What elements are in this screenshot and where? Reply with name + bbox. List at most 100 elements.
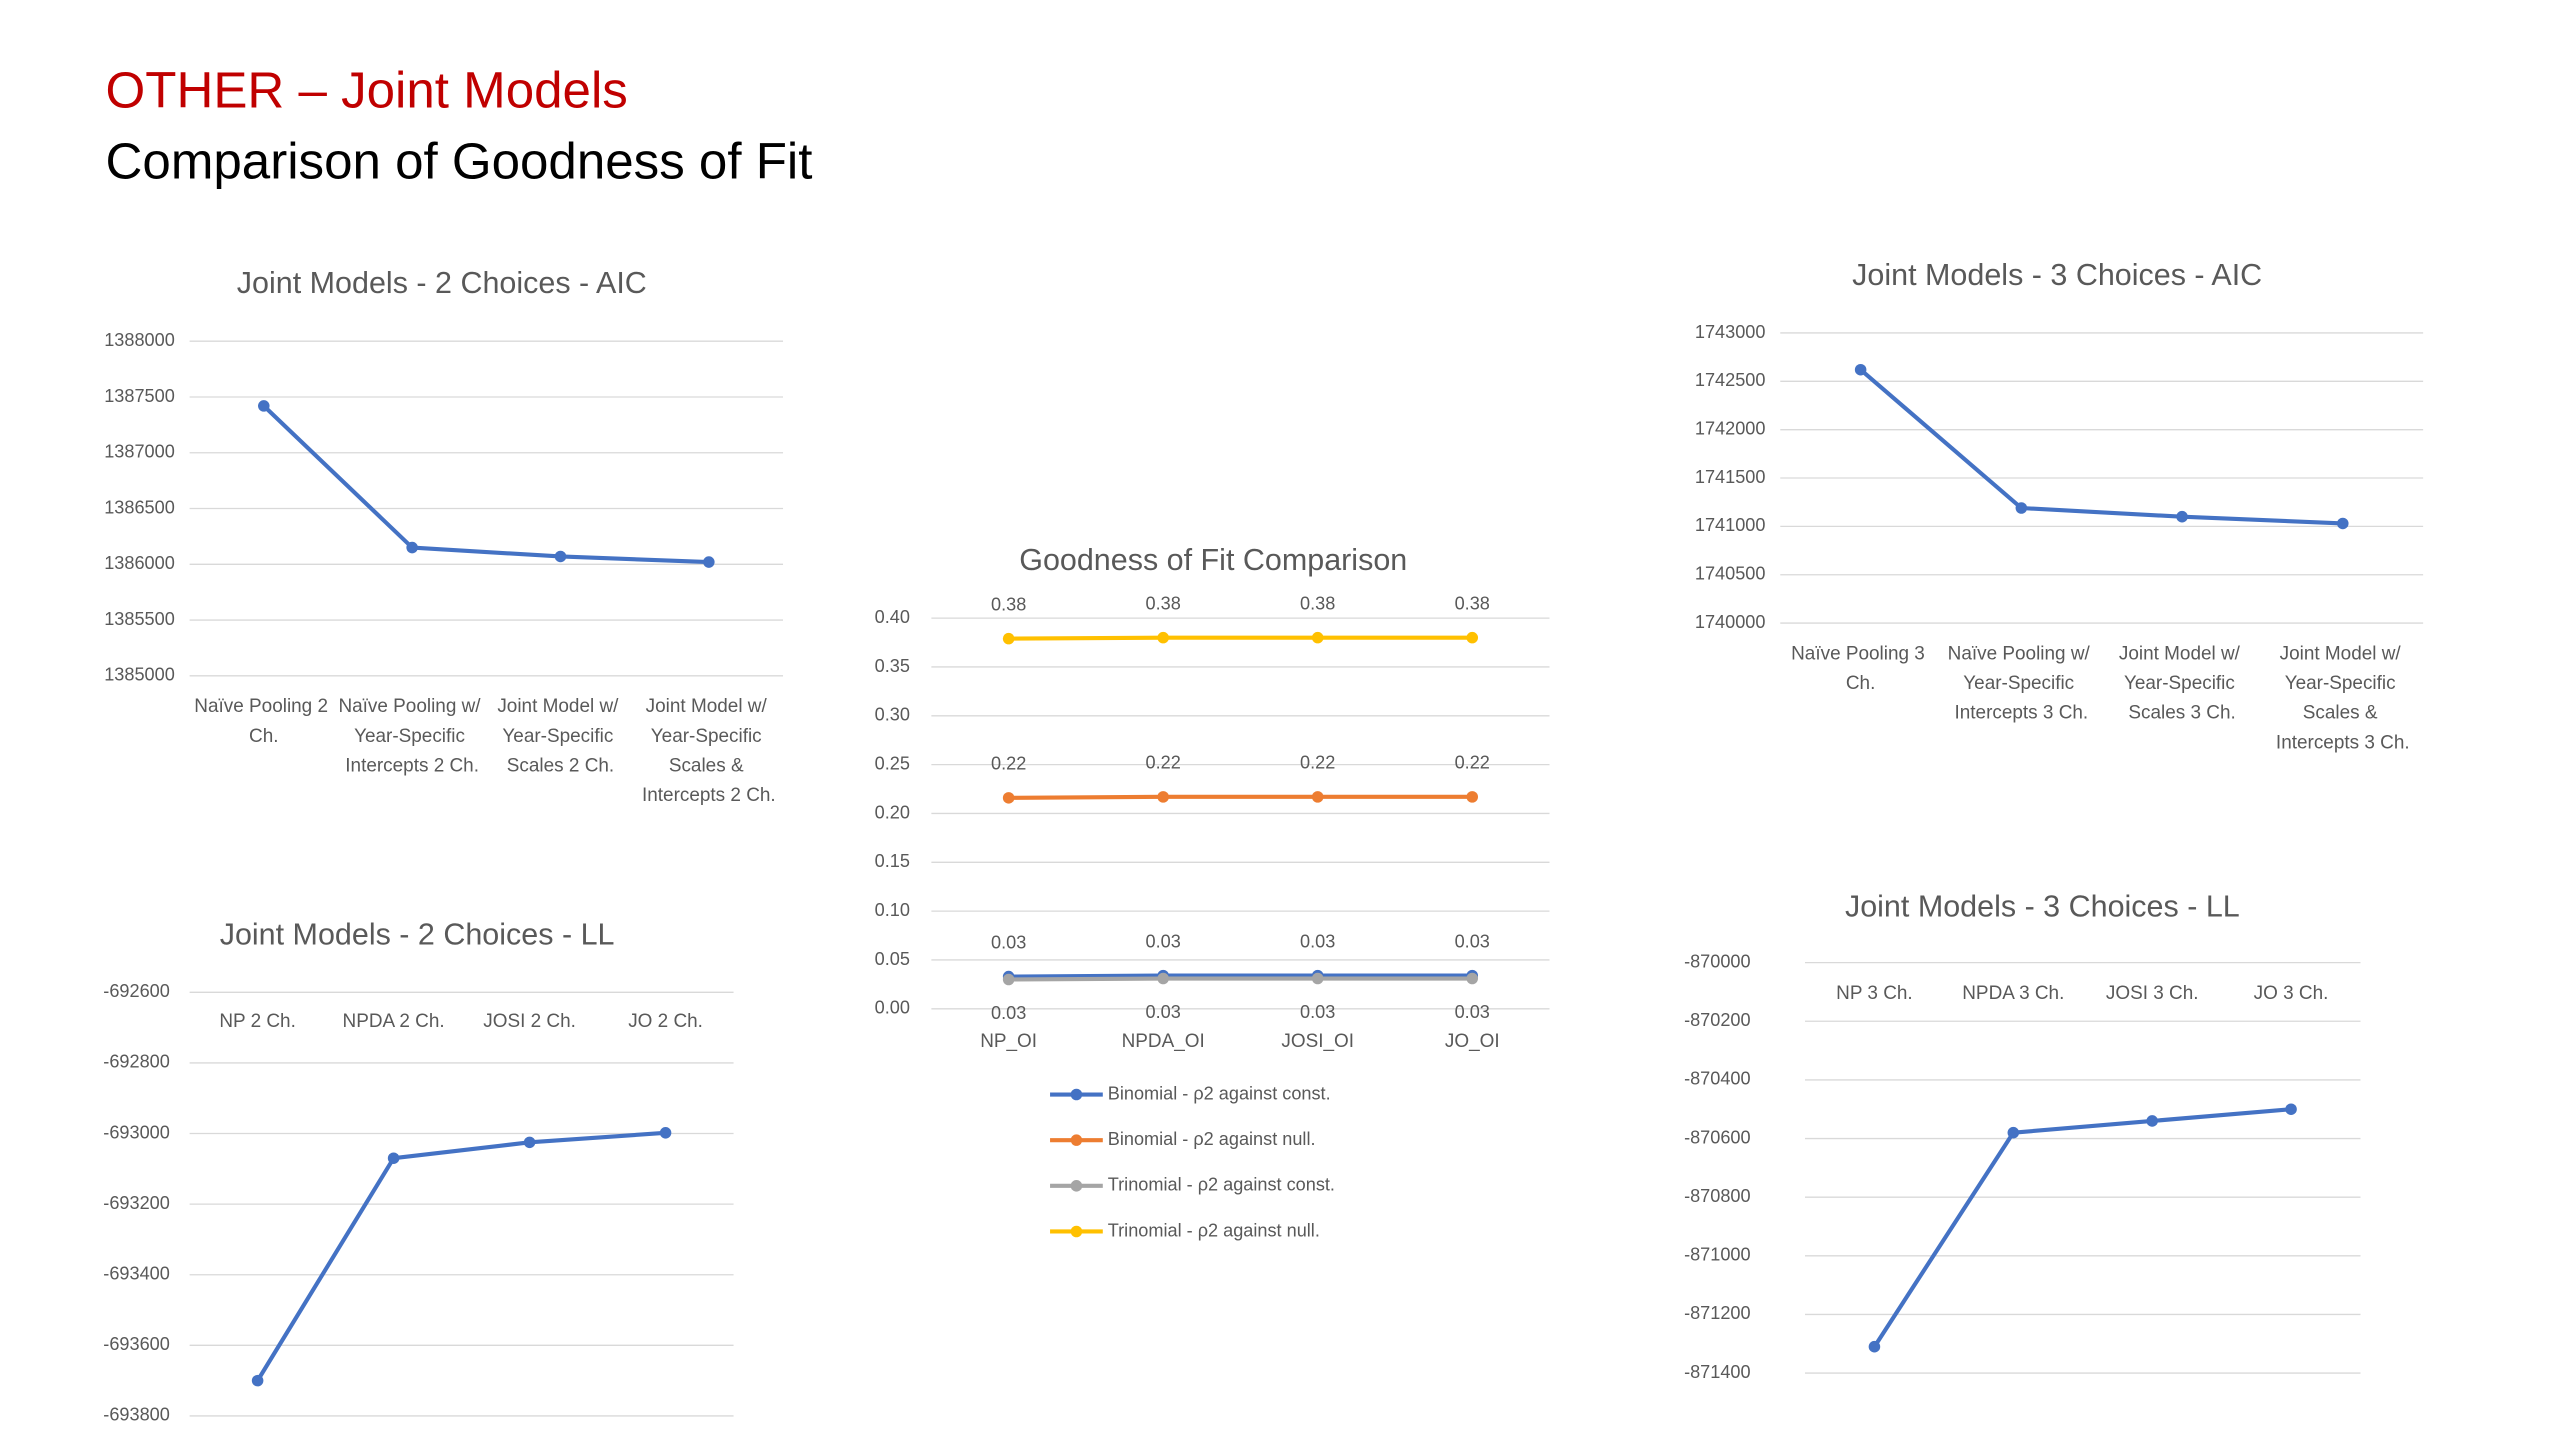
legend-marker: [1070, 1134, 1083, 1146]
legend-marker: [1070, 1180, 1083, 1192]
y-tick-label: -870600: [1684, 1127, 1751, 1147]
data-label: 0.03: [991, 1003, 1026, 1023]
data-point: [2176, 510, 2188, 523]
legend-label: Trinomial - ρ2 against null.: [1108, 1220, 1320, 1240]
data-point: [2007, 1126, 2020, 1139]
y-tick-label: -870200: [1684, 1010, 1751, 1030]
y-tick-label: 1740500: [1695, 564, 1766, 584]
data-point: [1311, 631, 1324, 644]
data-point: [1311, 791, 1324, 803]
y-tick-label: -692600: [103, 981, 170, 1001]
x-tick-label: NP_OI: [980, 1031, 1037, 1052]
data-point: [523, 1136, 536, 1149]
data-label: 0.03: [1300, 931, 1335, 951]
y-tick-label: 1385500: [104, 609, 175, 629]
y-tick-label: 0.15: [875, 851, 910, 871]
data-point: [1311, 972, 1324, 985]
data-label: 0.22: [1455, 753, 1490, 773]
data-line: [1872, 1107, 2292, 1348]
y-tick-label: 1741500: [1695, 467, 1766, 487]
y-tick-label: -692800: [103, 1052, 170, 1072]
data-point: [1868, 1340, 1881, 1353]
legend-label: Trinomial - ρ2 against const.: [1108, 1175, 1335, 1195]
data-label: 0.03: [1455, 1002, 1490, 1022]
data-line: [1008, 635, 1473, 641]
slide-subtitle: Comparison of Goodness of Fit: [106, 132, 813, 189]
x-tick-label: NP 2 Ch.: [219, 1011, 296, 1032]
x-tick-label: Naïve Pooling w/ Year-Specific Intercept…: [1948, 643, 2095, 723]
y-tick-label: -693000: [103, 1122, 170, 1142]
chart-title: Joint Models - 3 Choices - LL: [1845, 889, 2240, 923]
x-tick-label: JOSI 3 Ch.: [2106, 983, 2199, 1004]
y-tick-label: -693400: [103, 1264, 170, 1284]
data-point: [1002, 973, 1015, 986]
data-label: 0.38: [1455, 593, 1490, 613]
slide-title: OTHER – Joint Models: [106, 61, 628, 118]
data-line: [1008, 976, 1473, 982]
data-point: [2146, 1115, 2158, 1127]
y-tick-label: 0.35: [875, 656, 910, 676]
data-point: [1466, 791, 1479, 803]
data-label: 0.38: [1300, 593, 1335, 613]
data-point: [387, 1152, 400, 1164]
x-tick-label: JOSI_OI: [1281, 1031, 1354, 1052]
y-tick-label: -871200: [1684, 1303, 1751, 1323]
y-tick-label: 1386000: [104, 553, 175, 573]
x-tick-label: NPDA 2 Ch.: [343, 1011, 445, 1032]
data-point: [1854, 363, 1867, 376]
legend-marker: [1070, 1088, 1083, 1101]
y-tick-label: 1387000: [104, 442, 175, 462]
y-tick-label: -693800: [103, 1405, 170, 1425]
x-tick-label: Joint Model w/ Year-Specific Scales 2 Ch…: [497, 696, 623, 776]
data-label: 0.03: [1455, 931, 1490, 951]
data-label: 0.03: [1300, 1002, 1335, 1022]
chart-title: Joint Models - 2 Choices - LL: [220, 917, 615, 951]
y-tick-label: 1740000: [1695, 612, 1766, 632]
legend-label: Binomial - ρ2 against null.: [1108, 1129, 1316, 1149]
y-tick-label: 1388000: [104, 330, 175, 350]
data-point: [406, 541, 418, 554]
data-line: [262, 404, 709, 565]
data-label: 0.22: [1146, 753, 1181, 773]
y-tick-label: -871000: [1684, 1245, 1751, 1265]
y-tick-label: -870800: [1684, 1186, 1751, 1206]
data-line: [1859, 368, 2343, 526]
y-tick-label: 0.20: [875, 802, 910, 822]
data-point: [2015, 502, 2028, 514]
data-line: [1008, 973, 1473, 979]
x-tick-label: Joint Model w/ Year-Specific Scales & In…: [642, 696, 776, 806]
x-tick-label: NPDA_OI: [1122, 1031, 1205, 1052]
y-tick-label: -870000: [1684, 951, 1751, 971]
data-point: [703, 556, 715, 568]
data-point: [659, 1127, 672, 1139]
x-tick-label: JO_OI: [1445, 1031, 1500, 1052]
chart-title: Joint Models - 3 Choices - AIC: [1852, 258, 2262, 292]
y-tick-label: 0.25: [875, 753, 910, 773]
y-tick-label: 0.30: [875, 705, 910, 725]
chart-title: Goodness of Fit Comparison: [1019, 543, 1407, 577]
data-label: 0.22: [1300, 753, 1335, 773]
y-tick-label: -870400: [1684, 1069, 1751, 1089]
data-point: [1157, 791, 1169, 803]
data-point: [1157, 972, 1169, 985]
data-point: [2337, 517, 2349, 530]
data-line: [1008, 794, 1473, 800]
x-tick-label: NPDA 3 Ch.: [1962, 983, 2064, 1004]
y-tick-label: 0.05: [875, 949, 910, 969]
data-point: [1002, 632, 1015, 645]
chart-title: Joint Models - 2 Choices - AIC: [237, 266, 647, 300]
x-tick-label: Joint Model w/ Year-Specific Scales & In…: [2276, 643, 2410, 753]
y-tick-label: 1385000: [104, 665, 175, 685]
legend-label: Binomial - ρ2 against const.: [1108, 1083, 1331, 1103]
data-label: 0.03: [1146, 931, 1181, 951]
y-tick-label: 0.00: [875, 998, 910, 1018]
data-label: 0.03: [991, 932, 1026, 952]
data-point: [1002, 792, 1015, 804]
x-tick-label: Naïve Pooling 3 Ch.: [1791, 643, 1930, 694]
data-point: [258, 400, 270, 412]
data-point: [554, 550, 567, 563]
y-tick-label: -871400: [1684, 1362, 1751, 1382]
data-point: [1466, 972, 1479, 985]
